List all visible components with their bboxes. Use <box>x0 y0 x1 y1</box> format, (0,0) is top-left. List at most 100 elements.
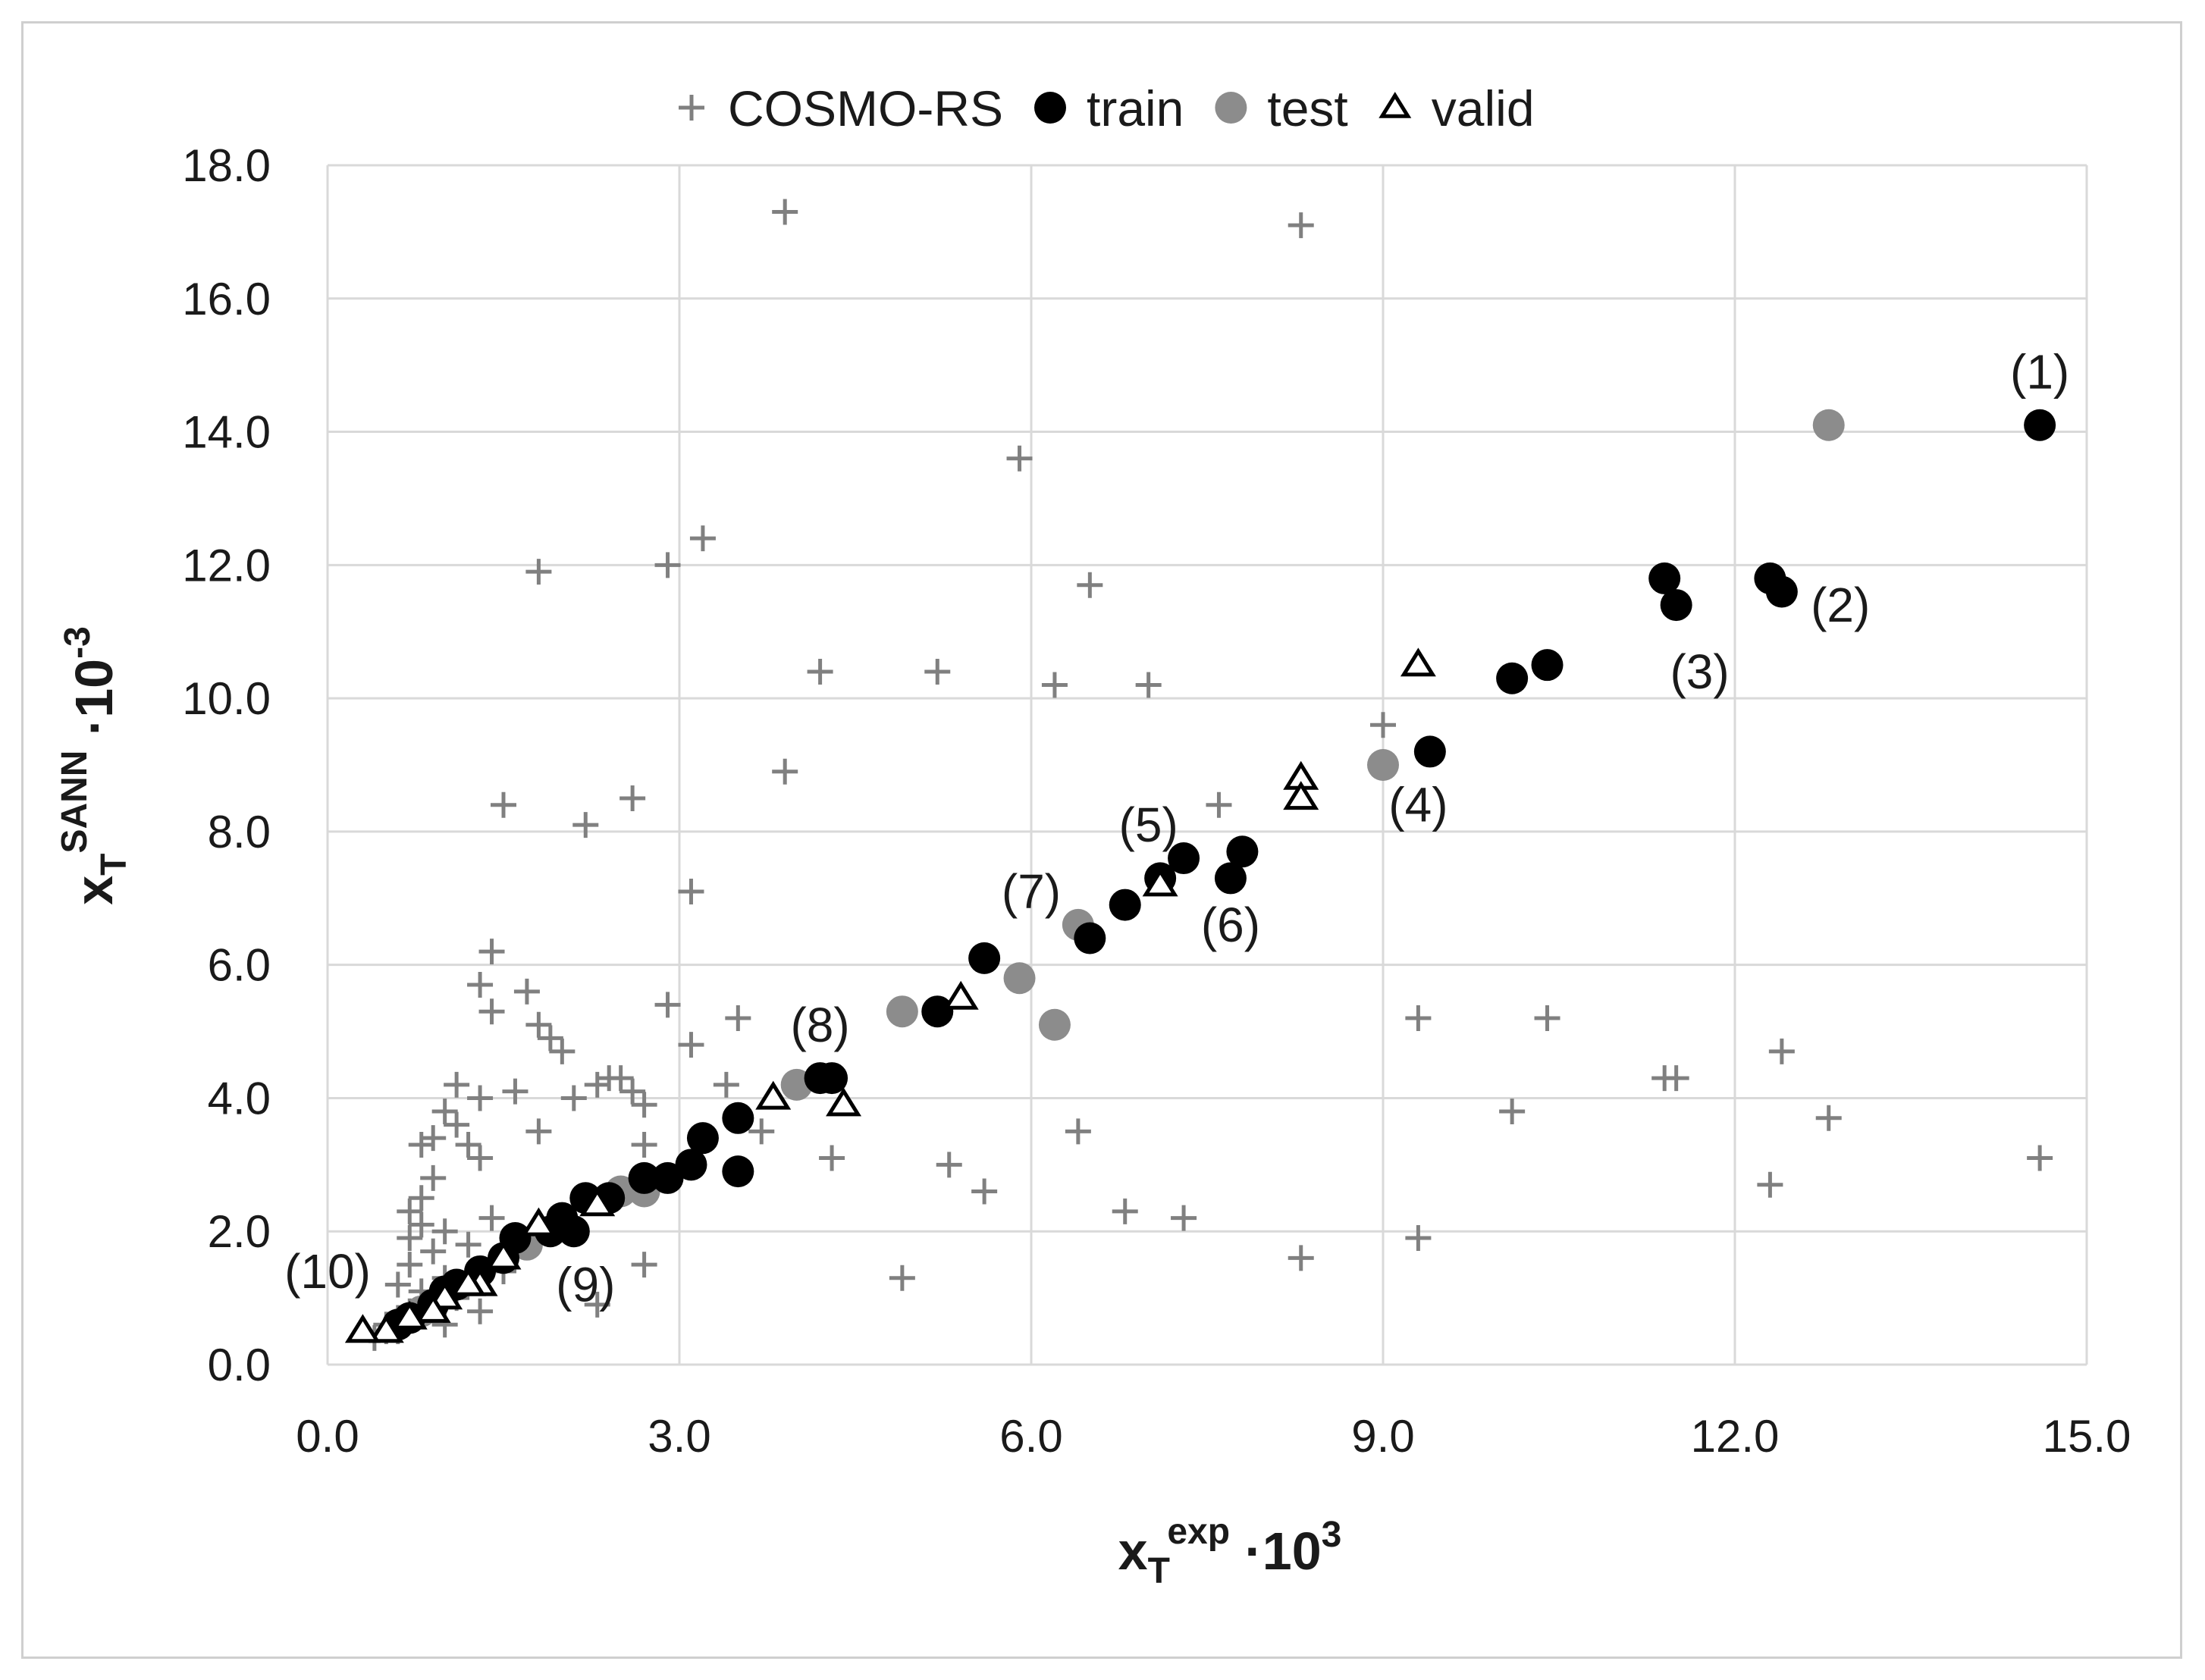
cosmo-rs-point <box>549 1038 576 1064</box>
axis-title-subscript: T <box>94 854 134 876</box>
cosmo-rs-point <box>420 1164 447 1191</box>
y-tick-label: 8.0 <box>208 807 271 857</box>
cosmo-rs-point <box>971 1178 998 1205</box>
cosmo-rs-point <box>478 939 505 965</box>
series-valid <box>344 647 1436 1343</box>
cosmo-rs-point <box>1663 1065 1689 1092</box>
valid-point <box>415 1293 451 1323</box>
valid-point <box>450 1267 487 1296</box>
y-axis-title: xTSANN ·10-3 <box>55 626 134 905</box>
point-annotation: (6) <box>1201 898 1260 952</box>
test-point <box>1003 962 1036 995</box>
cosmo-rs-point <box>631 1092 657 1118</box>
cosmo-rs-point <box>397 1225 423 1252</box>
cosmo-rs-point <box>431 1099 458 1125</box>
cosmo-rs-point <box>584 1071 610 1098</box>
train-point <box>1531 649 1564 682</box>
valid-point <box>485 1240 522 1270</box>
cosmo-rs-point <box>502 1078 529 1105</box>
cosmo-rs-point <box>1135 672 1162 698</box>
point-annotation: (9) <box>556 1258 615 1312</box>
cosmo-rs-point <box>1077 572 1103 598</box>
y-tick-label: 18.0 <box>182 140 271 191</box>
valid-point <box>520 1207 557 1236</box>
cosmo-rs-point <box>631 1252 657 1278</box>
test-point <box>1812 409 1845 441</box>
point-annotation: (3) <box>1670 644 1729 699</box>
cosmo-rs-point <box>1815 1105 1842 1131</box>
cosmo-rs-point <box>1171 1205 1197 1231</box>
x-tick-label: 6.0 <box>999 1411 1062 1462</box>
cosmo-rs-point <box>1288 1245 1314 1271</box>
cosmo-rs-point <box>572 812 599 838</box>
axis-ticks: 0.0 3.0 6.0 9.0 12.0 15.0 0.0 2.0 4.0 6.0 8.0 10.0 1… <box>182 140 2131 1462</box>
cosmo-rs-point <box>431 1218 458 1245</box>
annotations: (1) (2) (3) (4) (5) (6) (7) (8) (9) (10) <box>284 344 2069 1312</box>
cosmo-rs-point <box>420 1238 447 1265</box>
legend-marker-plus <box>679 95 704 121</box>
cosmo-rs-point <box>1041 672 1068 698</box>
axis-title-base: x <box>64 876 124 905</box>
point-annotation: (4) <box>1388 778 1448 832</box>
x-tick-label: 12.0 <box>1691 1411 1780 1462</box>
train-point <box>1226 835 1259 868</box>
cosmo-rs-point <box>2027 1145 2053 1171</box>
valid-point <box>344 1314 381 1343</box>
axis-title-suffix-superscript: 3 <box>1322 1515 1342 1555</box>
data-points <box>344 199 2056 1351</box>
cosmo-rs-point <box>444 1111 470 1138</box>
cosmo-rs-point <box>678 878 704 904</box>
axis-title-superscript: exp <box>1167 1512 1230 1552</box>
cosmo-rs-point <box>1405 1005 1432 1031</box>
legend-marker-triangle <box>1379 92 1412 118</box>
cosmo-rs-point <box>631 1131 657 1158</box>
train-point <box>1648 562 1681 594</box>
train-point <box>675 1149 707 1181</box>
train-point <box>1496 662 1529 694</box>
axis-title-suffix: ·10 <box>64 659 124 751</box>
cosmo-rs-point <box>420 1125 447 1152</box>
train-point <box>628 1161 660 1194</box>
cosmo-rs-point <box>725 1005 751 1031</box>
cosmo-rs-point <box>1757 1171 1783 1198</box>
legend-label: train <box>1087 80 1184 136</box>
valid-point <box>391 1300 428 1330</box>
cosmo-rs-point <box>525 559 552 585</box>
train-point <box>1214 862 1247 895</box>
cosmo-rs-point <box>478 998 505 1025</box>
cosmo-rs-point <box>397 1198 423 1224</box>
cosmo-rs-point <box>713 1071 739 1098</box>
cosmo-rs-point <box>936 1152 962 1178</box>
cosmo-rs-point <box>408 1131 434 1158</box>
axis-title-suffix-superscript: -3 <box>58 626 98 659</box>
cosmo-rs-point <box>444 1071 470 1098</box>
train-point <box>1074 922 1106 954</box>
valid-point <box>826 1087 862 1117</box>
cosmo-rs-point <box>467 972 494 998</box>
legend: COSMO-RS train test valid <box>679 80 1535 136</box>
cosmo-rs-point <box>772 199 798 225</box>
cosmo-rs-point <box>455 1231 481 1258</box>
valid-point <box>1142 867 1178 897</box>
train-point <box>1168 842 1200 875</box>
cosmo-rs-point <box>560 1085 587 1111</box>
point-annotation: (10) <box>284 1244 371 1299</box>
cosmo-rs-point <box>525 1118 552 1145</box>
train-point <box>816 1062 848 1095</box>
cosmo-rs-point <box>619 1078 646 1105</box>
cosmo-rs-point <box>924 658 951 685</box>
x-tick-label: 9.0 <box>1351 1411 1414 1462</box>
cosmo-rs-point <box>478 1205 505 1231</box>
cosmo-rs-point <box>537 1025 563 1052</box>
valid-point <box>1400 647 1436 677</box>
cosmo-rs-point <box>467 1085 494 1111</box>
cosmo-rs-point <box>1065 1118 1091 1145</box>
cosmo-rs-point <box>384 1271 411 1298</box>
point-annotation: (2) <box>1811 578 1870 632</box>
cosmo-rs-point <box>819 1145 845 1171</box>
legend-label: test <box>1267 80 1347 136</box>
cosmo-rs-point <box>1006 445 1033 472</box>
legend-marker-circle <box>1034 92 1066 124</box>
cosmo-rs-point <box>619 785 646 811</box>
